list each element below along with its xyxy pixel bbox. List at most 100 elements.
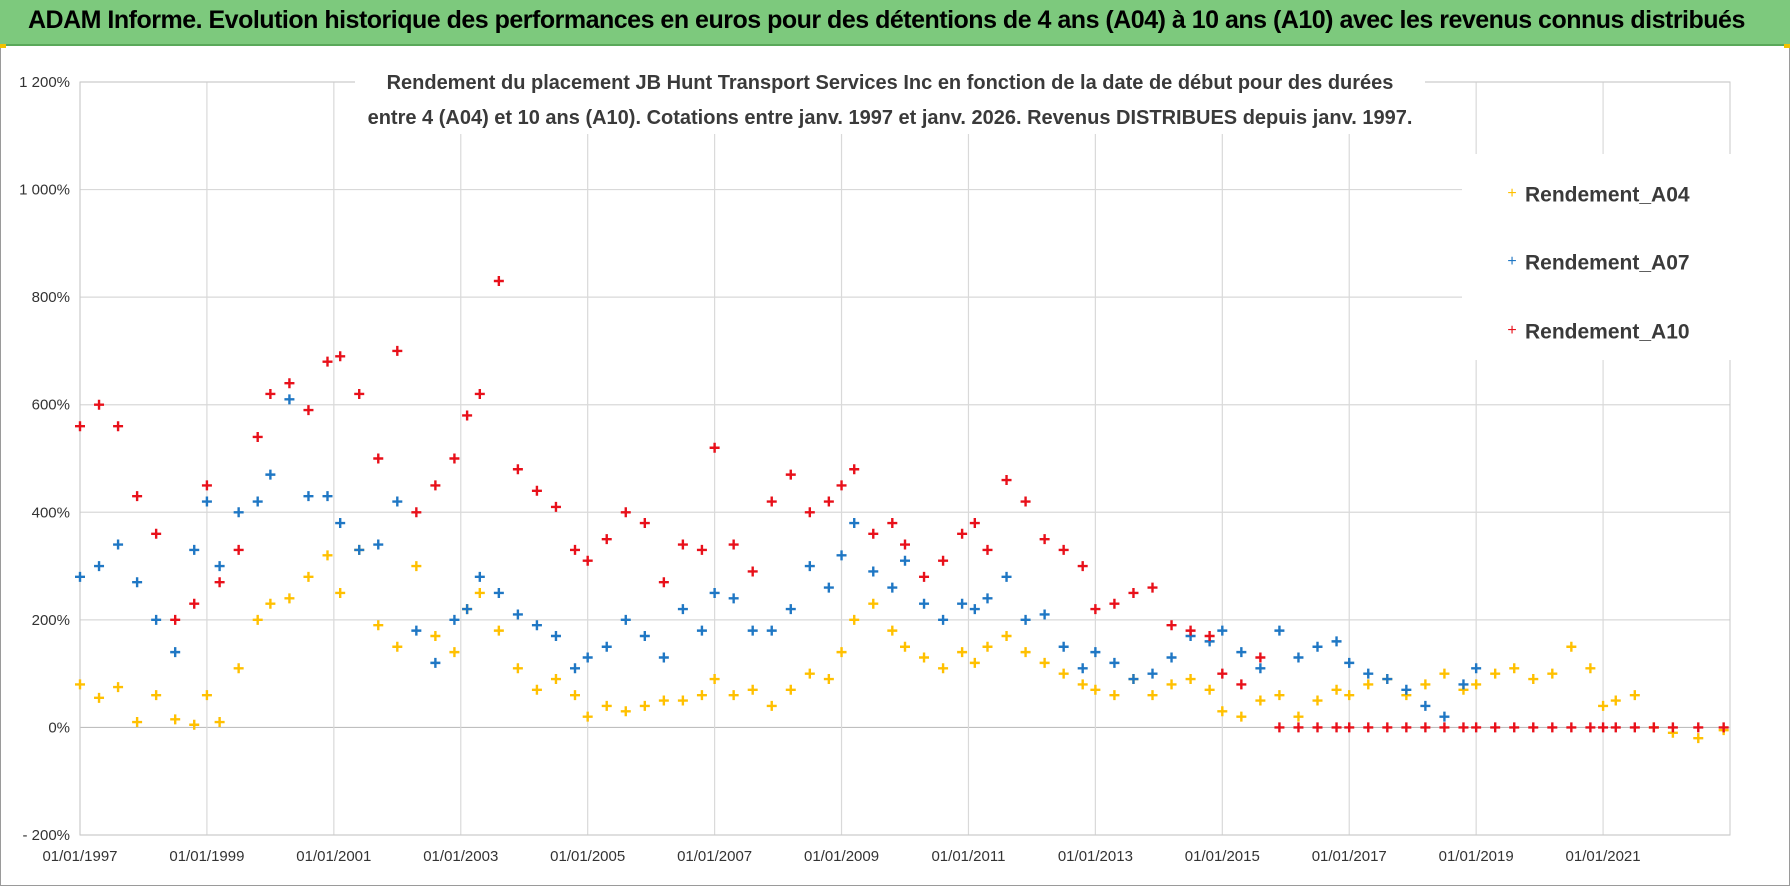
- data-point: [868, 566, 879, 577]
- data-point: [1039, 657, 1050, 668]
- data-point: [1420, 722, 1431, 733]
- data-point: [1610, 722, 1621, 733]
- data-point: [151, 528, 162, 539]
- data-point: [1166, 652, 1177, 663]
- data-point: [1236, 711, 1247, 722]
- data-point: [1077, 679, 1088, 690]
- data-point: [1363, 668, 1374, 679]
- data-point: [1128, 587, 1139, 598]
- data-point: [766, 700, 777, 711]
- data-point: [303, 571, 314, 582]
- data-point: [132, 717, 143, 728]
- y-tick-label: 800%: [32, 289, 70, 306]
- data-point: [938, 614, 949, 625]
- data-point: [938, 555, 949, 566]
- data-point: [1312, 695, 1323, 706]
- data-point: [462, 604, 473, 615]
- data-point: [785, 469, 796, 480]
- data-point: [1528, 722, 1539, 733]
- chart-title-line-1: Rendement du placement JB Hunt Transport…: [387, 72, 1394, 94]
- data-point: [1382, 722, 1393, 733]
- data-point: [94, 399, 105, 410]
- data-point: [1648, 722, 1659, 733]
- data-point: [1185, 625, 1196, 636]
- data-point: [430, 480, 441, 491]
- data-point: [322, 356, 333, 367]
- data-point: [1039, 609, 1050, 620]
- data-point: [265, 598, 276, 609]
- data-point: [785, 604, 796, 615]
- legend-label-a07: Rendement_A07: [1525, 252, 1690, 275]
- data-point: [373, 453, 384, 464]
- data-point: [189, 544, 200, 555]
- data-point: [1039, 534, 1050, 545]
- data-point: [170, 647, 181, 658]
- data-point: [1312, 722, 1323, 733]
- data-point: [620, 706, 631, 717]
- x-tick-label: 01/01/2013: [1058, 848, 1133, 865]
- data-point: [677, 695, 688, 706]
- data-point: [766, 496, 777, 507]
- x-tick-label: 01/01/2011: [931, 848, 1005, 865]
- data-point: [1598, 722, 1609, 733]
- data-point: [94, 692, 105, 703]
- header-bar: ADAM Informe. Evolution historique des p…: [0, 0, 1790, 46]
- data-point: [601, 534, 612, 545]
- data-point: [1001, 630, 1012, 641]
- data-point: [836, 480, 847, 491]
- points-layer: [75, 276, 1729, 744]
- data-point: [570, 544, 580, 555]
- legend-marker-a04: +: [1507, 185, 1516, 202]
- data-point: [1185, 674, 1196, 685]
- data-point: [836, 550, 847, 561]
- data-point: [322, 491, 333, 502]
- data-point: [1217, 625, 1228, 636]
- data-point: [1547, 722, 1558, 733]
- data-point: [919, 598, 930, 609]
- data-point: [214, 561, 225, 572]
- data-point: [493, 587, 504, 598]
- data-point: [284, 593, 295, 604]
- data-point: [214, 717, 225, 728]
- data-point: [677, 604, 688, 615]
- data-point: [1629, 690, 1640, 701]
- data-point: [1458, 722, 1469, 733]
- data-point: [1255, 663, 1266, 674]
- x-tick-label: 01/01/1997: [42, 848, 117, 865]
- data-point: [1236, 679, 1247, 690]
- data-point: [938, 663, 949, 674]
- data-point: [474, 587, 485, 598]
- data-point: [677, 539, 688, 550]
- data-point: [709, 442, 720, 453]
- data-point: [658, 695, 669, 706]
- data-point: [1001, 571, 1012, 582]
- data-point: [804, 507, 815, 518]
- data-point: [214, 577, 225, 588]
- data-point: [747, 684, 758, 695]
- x-tick-label: 01/01/2003: [423, 848, 498, 865]
- data-point: [823, 496, 834, 507]
- data-point: [969, 657, 980, 668]
- data-point: [1058, 544, 1069, 555]
- data-point: [1166, 679, 1177, 690]
- data-point: [1090, 604, 1101, 615]
- data-point: [709, 587, 720, 598]
- y-tick-label: 400%: [32, 504, 70, 521]
- data-point: [1109, 657, 1120, 668]
- data-point: [132, 577, 143, 588]
- data-point: [1109, 690, 1120, 701]
- series-Rendement_A10: [75, 276, 1729, 733]
- data-point: [252, 496, 263, 507]
- data-point: [957, 528, 968, 539]
- data-point: [284, 394, 295, 405]
- data-point: [1471, 722, 1482, 733]
- data-point: [1217, 668, 1228, 679]
- data-point: [1344, 722, 1355, 733]
- data-point: [696, 544, 707, 555]
- data-point: [1509, 663, 1520, 674]
- x-tick-label: 01/01/2001: [296, 848, 371, 865]
- x-tick-label: 01/01/2019: [1439, 848, 1514, 865]
- y-tick-label: 600%: [32, 397, 70, 414]
- y-tick-label: 1 000%: [19, 182, 70, 199]
- data-point: [1312, 641, 1323, 652]
